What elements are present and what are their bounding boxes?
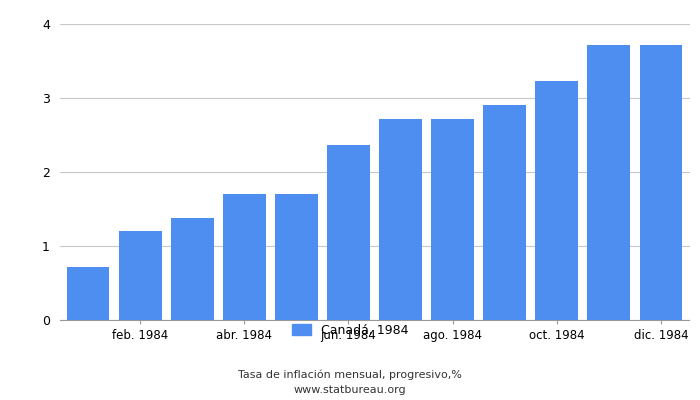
Bar xyxy=(587,46,630,320)
Bar xyxy=(66,268,109,320)
Bar xyxy=(483,105,526,320)
Bar xyxy=(171,218,213,320)
Bar xyxy=(379,119,422,320)
Bar xyxy=(640,46,682,320)
Text: Tasa de inflación mensual, progresivo,%: Tasa de inflación mensual, progresivo,% xyxy=(238,370,462,380)
Bar xyxy=(536,81,578,320)
Legend: Canadá, 1984: Canadá, 1984 xyxy=(287,319,413,342)
Bar xyxy=(223,194,266,320)
Bar xyxy=(431,119,474,320)
Bar xyxy=(327,145,370,320)
Bar xyxy=(119,231,162,320)
Text: www.statbureau.org: www.statbureau.org xyxy=(294,385,406,395)
Bar xyxy=(275,194,318,320)
